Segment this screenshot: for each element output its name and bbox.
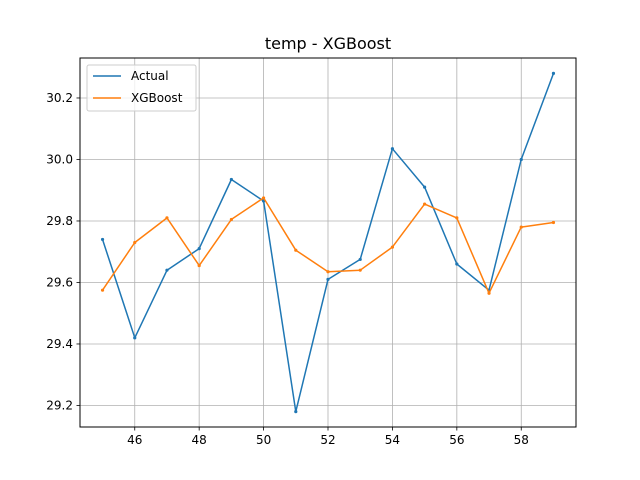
data-point-actual [197, 247, 201, 251]
data-point-actual [423, 185, 427, 189]
x-tick-label: 52 [320, 433, 335, 447]
data-point-xgboost [294, 248, 298, 252]
data-point-actual [326, 277, 330, 281]
data-point-xgboost [100, 288, 105, 292]
y-tick-label: 30.2 [46, 91, 73, 105]
y-tick-label: 29.8 [46, 214, 73, 228]
x-tick-label: 58 [514, 433, 529, 447]
data-point-xgboost [455, 216, 459, 220]
data-point-actual [165, 268, 169, 272]
data-point-xgboost [261, 196, 266, 200]
axis-ticks: 46 48 50 52 54 56 58 29.2 29.4 29.6 29.8 30.0 30.2 [46, 91, 529, 447]
legend-label-xgboost: XGBoost [131, 91, 183, 105]
data-point-xgboost [229, 217, 233, 222]
data-point-xgboost [326, 270, 330, 274]
data-point-actual [294, 410, 298, 414]
data-point-actual [390, 147, 395, 151]
data-point-xgboost [390, 245, 395, 249]
x-tick-label: 50 [256, 433, 271, 447]
series-lines [100, 71, 556, 414]
data-point-xgboost [487, 291, 491, 295]
data-point-actual [133, 336, 137, 340]
data-point-actual [358, 257, 362, 262]
data-point-actual [519, 157, 523, 162]
data-point-actual [551, 71, 556, 75]
data-point-xgboost [165, 216, 169, 220]
data-point-xgboost [358, 268, 362, 272]
data-point-xgboost [197, 263, 201, 268]
data-point-xgboost [551, 220, 556, 225]
x-tick-label: 54 [385, 433, 400, 447]
data-point-xgboost [133, 240, 137, 245]
x-tick-label: 56 [449, 433, 464, 447]
y-tick-label: 29.2 [46, 398, 73, 412]
y-tick-label: 29.4 [46, 337, 73, 351]
data-point-xgboost [423, 202, 427, 206]
legend-label-actual: Actual [131, 69, 169, 83]
data-point-actual [100, 237, 105, 242]
chart-title: temp - XGBoost [265, 34, 391, 53]
data-point-actual [455, 262, 459, 266]
legend: Actual XGBoost [86, 64, 197, 112]
data-point-actual [229, 177, 233, 182]
data-point-xgboost [519, 225, 523, 229]
x-tick-label: 48 [192, 433, 207, 447]
y-tick-label: 30.0 [46, 152, 73, 166]
y-tick-label: 29.6 [46, 275, 73, 289]
x-tick-label: 46 [127, 433, 142, 447]
